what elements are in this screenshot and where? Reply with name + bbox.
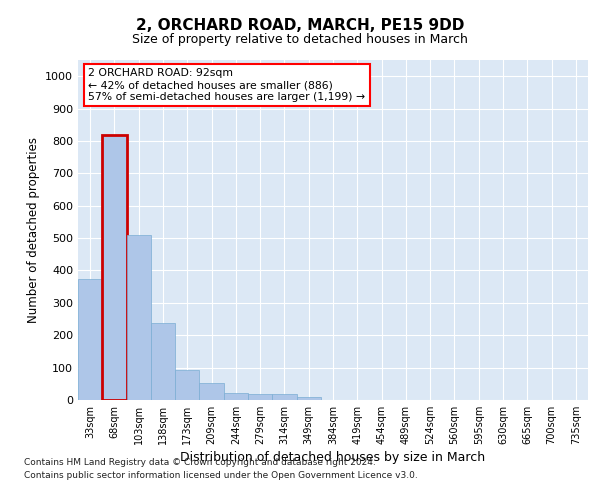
Bar xyxy=(224,393,248,400)
Text: Contains public sector information licensed under the Open Government Licence v3: Contains public sector information licen… xyxy=(24,470,418,480)
Bar xyxy=(151,324,175,400)
Text: Contains HM Land Registry data © Crown copyright and database right 2024.: Contains HM Land Registry data © Crown c… xyxy=(24,458,376,467)
Bar xyxy=(127,235,151,400)
Bar xyxy=(272,394,296,400)
Bar xyxy=(199,383,224,400)
Text: Size of property relative to detached houses in March: Size of property relative to detached ho… xyxy=(132,32,468,46)
Bar xyxy=(248,394,272,400)
X-axis label: Distribution of detached houses by size in March: Distribution of detached houses by size … xyxy=(181,451,485,464)
Bar xyxy=(78,278,102,400)
Y-axis label: Number of detached properties: Number of detached properties xyxy=(26,137,40,323)
Bar xyxy=(102,135,127,400)
Text: 2, ORCHARD ROAD, MARCH, PE15 9DD: 2, ORCHARD ROAD, MARCH, PE15 9DD xyxy=(136,18,464,32)
Bar xyxy=(175,370,199,400)
Bar xyxy=(296,397,321,400)
Text: 2 ORCHARD ROAD: 92sqm
← 42% of detached houses are smaller (886)
57% of semi-det: 2 ORCHARD ROAD: 92sqm ← 42% of detached … xyxy=(88,68,365,102)
